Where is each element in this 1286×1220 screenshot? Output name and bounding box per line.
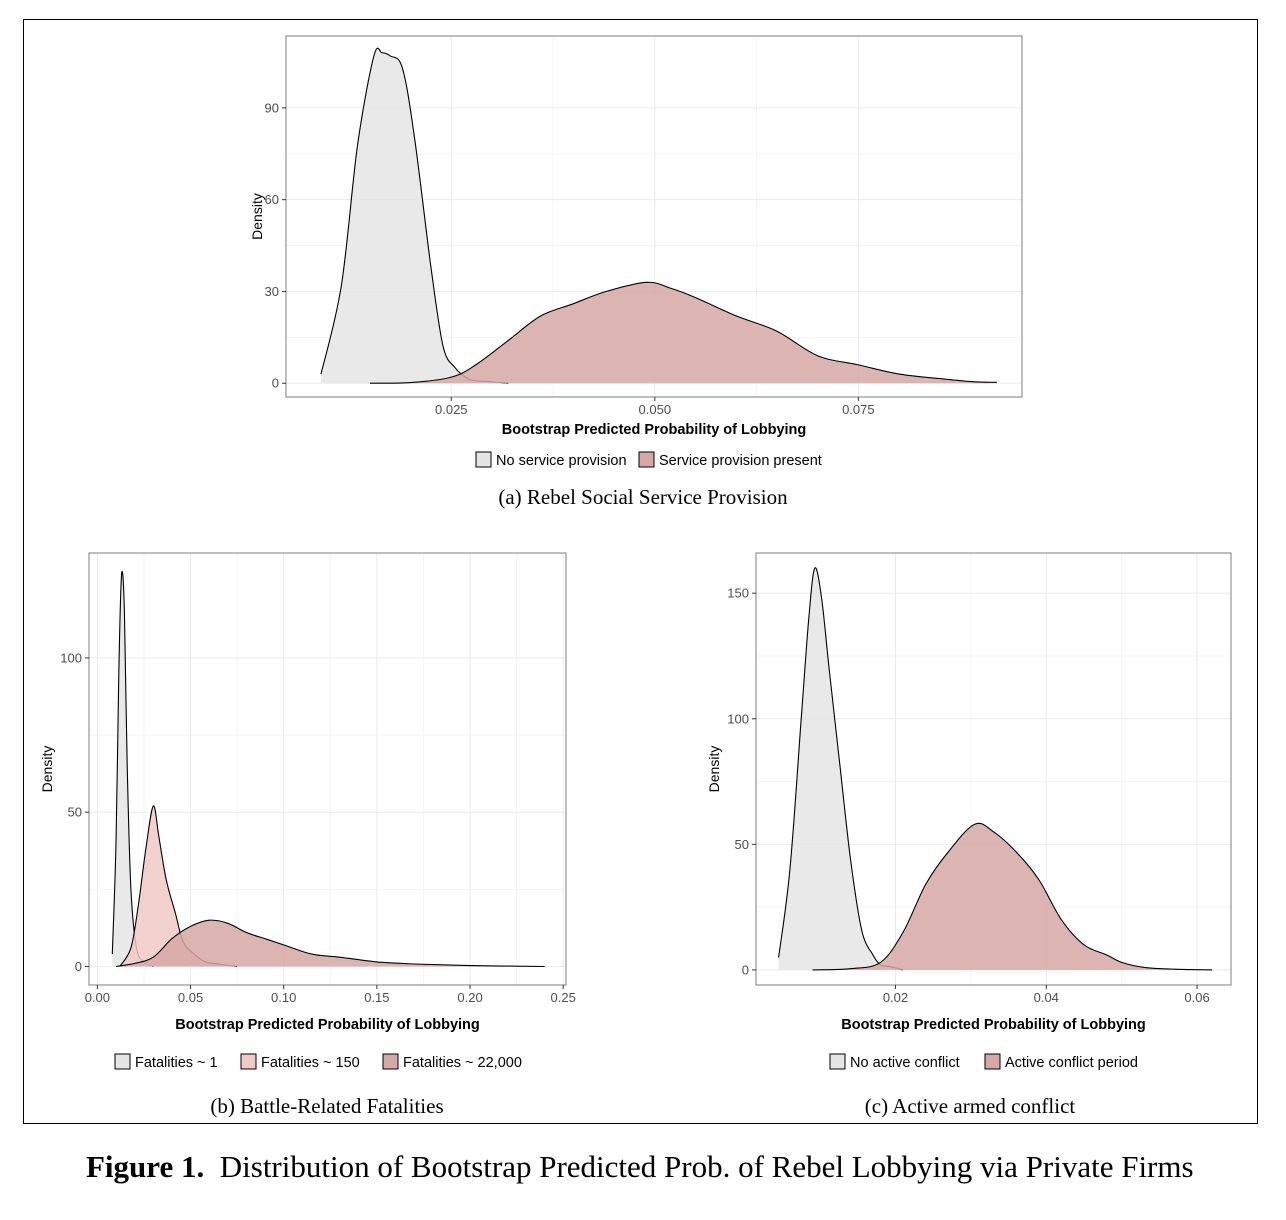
chart-c-legend-swatch-1	[984, 1053, 1001, 1070]
chart-b-x-tick-label: 0.10	[271, 990, 296, 1005]
chart-a-x-tick-label: 0.050	[639, 402, 672, 417]
chart-a-y-tick-label: 0	[272, 376, 279, 391]
chart-c-panel-border	[755, 552, 1232, 986]
caption-c: (c) Active armed conflict	[864, 1094, 1076, 1118]
chart-b-y-tick-label: 100	[60, 650, 82, 665]
chart-a-y-tick-label: 90	[265, 100, 279, 115]
chart-a-legend-swatch-0	[475, 451, 492, 468]
chart-b-legend-swatch-2	[382, 1053, 399, 1070]
chart-b-x-tick-label: 0.05	[178, 990, 203, 1005]
chart-b-density-area-0	[112, 571, 154, 967]
chart-a-panel-border	[285, 35, 1023, 398]
chart-c-density-area-1	[812, 823, 1213, 970]
figure-frame	[23, 19, 1258, 1124]
chart-c-legend-label-0: No active conflict	[850, 1055, 960, 1071]
chart-a-legend-label-1: Service provision present	[659, 453, 822, 469]
chart-b-x-tick-label: 0.15	[364, 990, 389, 1005]
chart-c-x-tick-label: 0.04	[1034, 990, 1059, 1005]
caption-a: (a) Rebel Social Service Provision	[498, 485, 788, 509]
chart-b-legend-label-2: Fatalities ~ 22,000	[403, 1055, 522, 1071]
chart-a-legend-swatch-1	[638, 451, 655, 468]
chart-a-y-tick-label: 60	[265, 192, 279, 207]
chart-a-x-tick-label: 0.025	[435, 402, 468, 417]
chart-b-x-tick-label: 0.00	[85, 990, 110, 1005]
chart-c-density-area-0	[778, 567, 903, 970]
figure-label: Figure 1.	[86, 1149, 205, 1184]
chart-b-density-line-2	[115, 919, 545, 968]
chart-c-density-line-1	[812, 822, 1213, 971]
chart-a-density-area-0	[321, 48, 509, 384]
chart-b-density-area-1	[119, 805, 238, 967]
chart-b-density-area-2	[116, 920, 545, 967]
chart-b-y-tick-label: 50	[68, 805, 82, 820]
chart-b-y-axis-title: Density	[39, 746, 55, 793]
chart-b-x-tick-label: 0.20	[457, 990, 482, 1005]
chart-a-y-axis-title: Density	[249, 193, 265, 240]
chart-b-y-tick-label: 0	[75, 959, 82, 974]
chart-b-legend-swatch-1	[240, 1053, 257, 1070]
chart-b-legend-swatch-0	[114, 1053, 131, 1070]
chart-b-x-axis-title: Bootstrap Predicted Probability of Lobby…	[175, 1017, 480, 1033]
chart-a-legend-label-0: No service provision	[496, 453, 627, 469]
chart-c-x-axis-title: Bootstrap Predicted Probability of Lobby…	[841, 1017, 1146, 1033]
chart-c-y-tick-label: 0	[742, 962, 749, 977]
chart-c-y-tick-label: 50	[735, 837, 749, 852]
chart-c-x-tick-label: 0.06	[1184, 990, 1209, 1005]
chart-a-y-tick-label: 30	[265, 284, 279, 299]
chart-a-x-axis-title: Bootstrap Predicted Probability of Lobby…	[502, 422, 807, 438]
chart-c-y-tick-label: 150	[727, 586, 749, 601]
chart-b-x-tick-label: 0.25	[551, 990, 576, 1005]
figure-title: Distribution of Bootstrap Predicted Prob…	[219, 1149, 1194, 1184]
chart-c-legend-label-1: Active conflict period	[1005, 1055, 1138, 1071]
chart-c-legend-swatch-0	[829, 1053, 846, 1070]
chart-c-y-tick-label: 100	[727, 711, 749, 726]
chart-a-density-line-1	[369, 281, 997, 384]
chart-a-density-area-1	[369, 282, 997, 384]
chart-b-legend-label-0: Fatalities ~ 1	[135, 1055, 218, 1071]
chart-a-x-tick-label: 0.075	[842, 402, 875, 417]
figure-caption: Figure 1. Distribution of Bootstrap Pred…	[86, 1150, 1206, 1183]
caption-b: (b) Battle-Related Fatalities	[210, 1094, 444, 1118]
chart-b-panel-border	[88, 552, 567, 986]
chart-b-legend-label-1: Fatalities ~ 150	[261, 1055, 360, 1071]
chart-c-x-tick-label: 0.02	[883, 990, 908, 1005]
chart-c-y-axis-title: Density	[706, 746, 722, 793]
